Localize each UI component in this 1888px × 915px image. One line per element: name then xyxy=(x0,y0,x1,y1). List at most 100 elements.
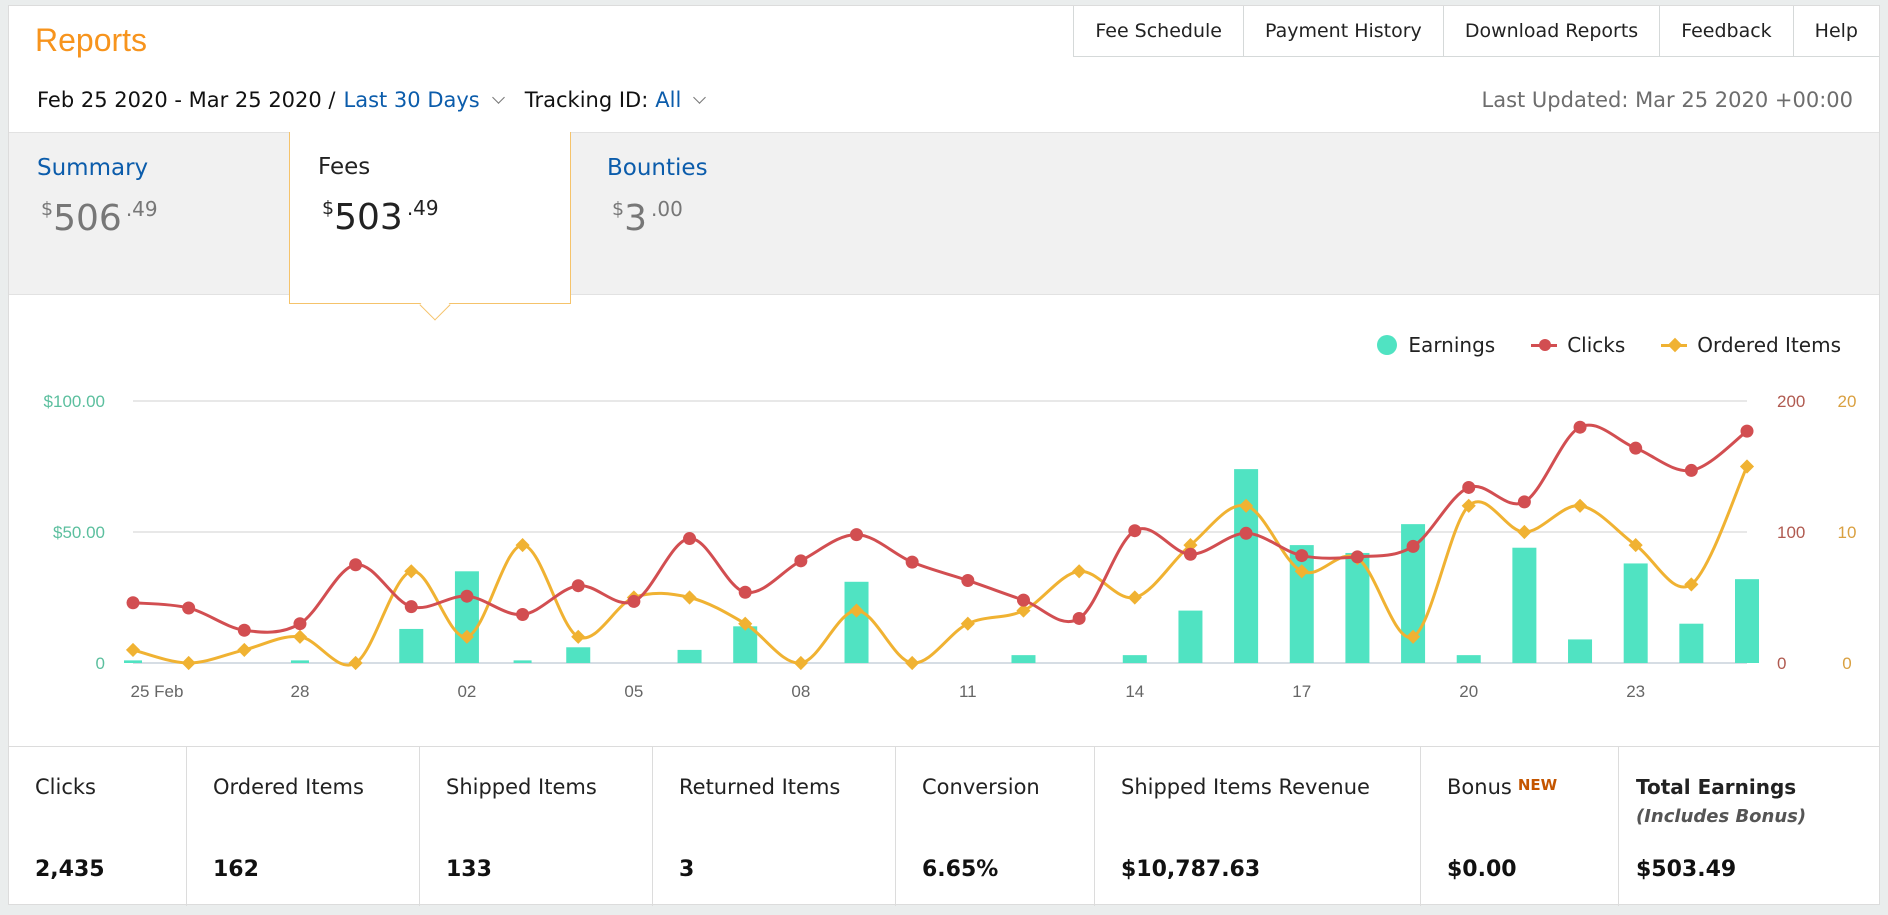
currency-symbol: $ xyxy=(41,198,54,220)
help-button[interactable]: Help xyxy=(1814,20,1858,42)
stat-shipped-items-revenue: Shipped Items Revenue $10,787.63 xyxy=(1095,747,1421,906)
currency-symbol: $ xyxy=(322,197,335,219)
amount-whole: 503 xyxy=(334,197,403,238)
ordered-items-point xyxy=(292,629,308,644)
clicks-point xyxy=(627,594,641,608)
earnings-bar xyxy=(1234,469,1259,663)
stat-label: Bonus NEW xyxy=(1447,775,1557,799)
clicks-point xyxy=(1016,593,1030,607)
stat-label: Shipped Items xyxy=(446,775,597,799)
tab-fees[interactable]: Fees $503.49 xyxy=(289,132,571,304)
ordered-items-point xyxy=(1239,498,1254,513)
stat-shipped-items: Shipped Items 133 xyxy=(420,747,653,906)
stat-clicks: Clicks 2,435 xyxy=(9,747,187,906)
clicks-point xyxy=(571,579,585,593)
clicks-point xyxy=(1350,550,1364,564)
tab-fees-label[interactable]: Fees xyxy=(318,154,371,180)
tab-bounties[interactable]: Bounties $3.00 xyxy=(607,133,708,239)
amount-cents: .00 xyxy=(651,197,683,221)
tab-bounties-label[interactable]: Bounties xyxy=(607,155,708,181)
tracking-id-label: Tracking ID: xyxy=(524,88,649,112)
ordered-items-point xyxy=(682,590,697,605)
y-axis-left-tick: $100.00 xyxy=(44,392,105,411)
stat-value: 2,435 xyxy=(35,857,105,882)
ordered-items-point xyxy=(1405,629,1421,644)
ordered-items-line xyxy=(132,465,1749,667)
tab-summary-label[interactable]: Summary xyxy=(37,155,149,181)
clicks-point xyxy=(1629,441,1643,455)
legend-ordered-items-label: Ordered Items xyxy=(1697,333,1841,357)
ordered-items-point xyxy=(793,655,808,671)
earnings-bar xyxy=(1679,623,1704,663)
clicks-point xyxy=(1462,480,1476,494)
x-axis-tick: 05 xyxy=(624,682,643,701)
stat-value: 6.65% xyxy=(922,857,999,882)
ordered-items-point xyxy=(237,642,252,657)
ordered-items-point xyxy=(1684,577,1699,592)
y-axis-left-tick: 0 xyxy=(96,654,105,673)
earnings-bar xyxy=(844,581,869,663)
clicks-point xyxy=(1072,611,1086,625)
ordered-items-point xyxy=(459,629,475,644)
tracking-id-dropdown[interactable]: All xyxy=(655,88,682,112)
range-preset-dropdown[interactable]: Last 30 Days xyxy=(343,88,480,112)
fee-schedule-button[interactable]: Fee Schedule xyxy=(1074,6,1244,56)
amount-cents: .49 xyxy=(406,196,439,220)
clicks-point xyxy=(293,617,307,631)
y-axis-ordered-tick: 20 xyxy=(1838,392,1857,411)
y-axis-clicks-tick: 200 xyxy=(1777,392,1805,411)
earnings-bar xyxy=(1735,579,1759,663)
ordered-items-point xyxy=(738,616,753,631)
legend-clicks[interactable]: Clicks xyxy=(1531,333,1625,357)
stat-bonus: Bonus NEW $0.00 xyxy=(1421,747,1619,906)
ordered-items-point xyxy=(1572,498,1588,513)
new-badge: NEW xyxy=(1517,776,1558,794)
stat-label: Returned Items xyxy=(679,775,841,799)
ordered-items-point xyxy=(571,629,586,644)
stat-value: 162 xyxy=(213,857,259,882)
page-title: Reports xyxy=(35,22,148,58)
ordered-items-point xyxy=(1739,459,1755,474)
earnings-bar xyxy=(1456,655,1481,663)
amount-whole: 3 xyxy=(624,198,647,239)
stat-value: $503.49 xyxy=(1636,857,1737,882)
clicks-point xyxy=(1740,424,1754,438)
clicks-line xyxy=(132,423,1748,634)
y-axis-ordered-tick: 10 xyxy=(1838,523,1857,542)
download-reports-button[interactable]: Download Reports xyxy=(1444,6,1661,56)
ordered-items-point xyxy=(1517,524,1532,540)
ordered-items-point xyxy=(849,603,864,618)
earnings-bar xyxy=(1178,610,1203,663)
ordered-items-point xyxy=(1628,538,1643,553)
stat-label: Shipped Items Revenue xyxy=(1121,775,1370,799)
earnings-bar xyxy=(124,660,142,663)
stats-row: Clicks 2,435 Ordered Items 162 Shipped I… xyxy=(9,746,1879,906)
ordered-items-point xyxy=(1072,564,1087,579)
feedback-button[interactable]: Feedback xyxy=(1660,6,1794,56)
ordered-items-line-icon xyxy=(1661,337,1688,352)
clicks-point xyxy=(182,601,196,615)
clicks-point xyxy=(1684,463,1698,477)
legend-ordered-items[interactable]: Ordered Items xyxy=(1661,333,1841,357)
amount-cents: .49 xyxy=(125,197,158,221)
chevron-down-icon[interactable] xyxy=(491,90,505,104)
stat-ordered-items: Ordered Items 162 xyxy=(187,747,420,906)
clicks-point xyxy=(1295,549,1309,563)
ordered-items-point xyxy=(125,642,141,657)
stat-value: $10,787.63 xyxy=(1121,857,1261,882)
clicks-point xyxy=(404,600,418,614)
clicks-point xyxy=(961,573,975,587)
currency-symbol: $ xyxy=(612,198,625,220)
legend-earnings[interactable]: Earnings xyxy=(1377,333,1495,357)
ordered-items-point xyxy=(1127,590,1142,605)
reports-panel: Reports Fee Schedule Payment History Dow… xyxy=(8,5,1880,906)
last-updated: Last Updated: Mar 25 2020 +00:00 xyxy=(1481,88,1853,112)
payment-history-button[interactable]: Payment History xyxy=(1244,6,1444,56)
ordered-items-point xyxy=(181,655,196,671)
y-axis-clicks-tick: 0 xyxy=(1777,654,1786,673)
chevron-down-icon[interactable] xyxy=(693,90,707,104)
earnings-bar xyxy=(513,660,532,663)
clicks-line-icon xyxy=(1531,338,1558,351)
tab-summary[interactable]: Summary $506.49 xyxy=(37,133,158,239)
